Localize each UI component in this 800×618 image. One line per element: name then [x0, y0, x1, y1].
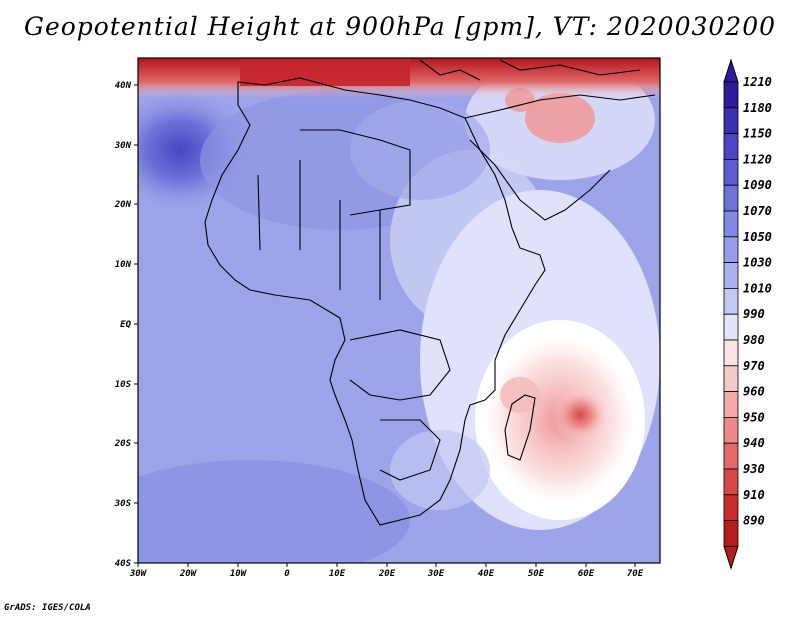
colorbar-box — [723, 416, 739, 444]
colorbar-box — [723, 442, 739, 470]
colorbar-box — [723, 107, 739, 135]
colorbar-box — [723, 494, 739, 521]
colorbar-box — [723, 287, 739, 315]
footer-credit: GrADS: IGES/COLA — [4, 603, 91, 613]
colorbar-box — [723, 133, 739, 160]
lon-tick-70e: 70E — [627, 569, 644, 579]
colorbar-box — [723, 468, 739, 496]
colorbar-label: 1030 — [743, 256, 772, 270]
colorbar-box — [723, 520, 739, 547]
lat-tick-20s: 20S — [114, 439, 132, 449]
colorbar-label: 1070 — [743, 204, 772, 218]
colorbar-box — [723, 158, 739, 186]
colorbar-box — [723, 262, 739, 289]
colorbar-label: 910 — [743, 488, 765, 502]
lon-tick-0: 0 — [284, 569, 290, 579]
lon-tick-60e: 60E — [578, 569, 595, 579]
lon-tick-10w: 10W — [230, 569, 248, 579]
lon-tick-40e: 40E — [478, 569, 495, 579]
coastlines — [204, 59, 656, 526]
colorbar-label: 990 — [743, 307, 765, 321]
colorbar-box — [723, 313, 739, 341]
colorbar-label: 890 — [743, 514, 765, 528]
lon-tick-20e: 20E — [378, 569, 396, 579]
lat-tick-eq: EQ — [120, 320, 131, 330]
colorbar-box — [723, 210, 739, 238]
colorbar-label: 1180 — [743, 101, 772, 115]
lon-tick-30w: 30W — [129, 569, 148, 579]
lon-axis: 30W 20W 10W 0 10E 20E 30E 40E 50E 60E 70… — [129, 563, 644, 579]
lat-axis: 40N 30N 20N 10N EQ 10S 20S 30S 40S — [114, 81, 138, 569]
colorbar-label: 940 — [743, 436, 765, 450]
lon-tick-30e: 30E — [427, 569, 445, 579]
lat-tick-40n: 40N — [115, 81, 132, 91]
colorbar: 1210 1180 1150 1120 1090 1070 1050 1030 1010 990 9… — [723, 58, 772, 571]
colorbar-box — [723, 339, 739, 367]
lat-tick-10s: 10S — [115, 380, 132, 390]
lon-tick-50e: 50E — [528, 569, 545, 579]
colorbar-box — [723, 184, 739, 212]
colorbar-box — [723, 236, 739, 264]
colorbar-label: 1050 — [743, 230, 772, 244]
height-field — [138, 58, 660, 563]
lat-tick-30n: 30N — [114, 141, 132, 151]
colorbar-label: 970 — [743, 359, 765, 373]
colorbar-bottom-arrow — [723, 545, 739, 571]
lat-tick-20n: 20N — [114, 200, 132, 210]
colorbar-label: 930 — [743, 462, 765, 476]
colorbar-label: 1010 — [743, 281, 772, 295]
plot-frame — [137, 57, 661, 564]
colorbar-top-arrow — [723, 58, 739, 83]
colorbar-label: 1210 — [743, 75, 772, 89]
colorbar-label: 1150 — [743, 127, 772, 141]
colorbar-box — [723, 365, 739, 392]
lat-tick-40s: 40S — [115, 559, 132, 569]
colorbar-label: 950 — [743, 410, 765, 424]
colorbar-box — [723, 81, 739, 109]
colorbar-box — [723, 391, 739, 418]
colorbar-label: 980 — [743, 333, 765, 347]
map-title: Geopotential Height at 900hPa [gpm], VT:… — [23, 12, 777, 41]
lat-tick-30s: 30S — [114, 499, 132, 509]
colorbar-label: 1120 — [743, 152, 772, 166]
lat-tick-10n: 10N — [115, 260, 132, 270]
colorbar-label: 960 — [743, 385, 765, 399]
lon-tick-10e: 10E — [329, 569, 346, 579]
colorbar-label: 1090 — [743, 178, 772, 192]
lon-tick-20w: 20W — [179, 569, 198, 579]
